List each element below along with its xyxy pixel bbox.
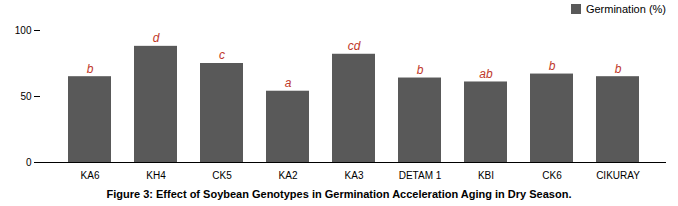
svg-text:b: b bbox=[615, 62, 622, 76]
svg-text:KA3: KA3 bbox=[345, 170, 364, 181]
svg-text:ab: ab bbox=[479, 67, 493, 81]
html-text:Germination (%): Germination (%) bbox=[585, 3, 666, 15]
svg-text:d: d bbox=[153, 31, 160, 45]
svg-text:DETAM 1: DETAM 1 bbox=[399, 170, 442, 181]
svg-text:CIKURAY: CIKURAY bbox=[596, 170, 640, 181]
svg-text:b: b bbox=[417, 63, 424, 77]
svg-text:a: a bbox=[285, 76, 292, 90]
svg-text:CK6: CK6 bbox=[542, 170, 562, 181]
svg-text:b: b bbox=[549, 59, 556, 73]
svg-text:100: 100 bbox=[15, 25, 32, 36]
svg-text:c: c bbox=[219, 48, 225, 62]
svg-text:50: 50 bbox=[20, 91, 32, 102]
svg-text:KBI: KBI bbox=[478, 170, 494, 181]
svg-text:KA2: KA2 bbox=[279, 170, 298, 181]
svg-text:cd: cd bbox=[348, 39, 361, 53]
svg-text:KH4: KH4 bbox=[146, 170, 166, 181]
svg-text:b: b bbox=[87, 62, 94, 76]
svg-text:KA6: KA6 bbox=[81, 170, 100, 181]
html-text:Figure 3: Effect of Soybean Ge: Figure 3: Effect of Soybean Genotypes in… bbox=[106, 188, 572, 200]
svg-text:CK5: CK5 bbox=[212, 170, 232, 181]
svg-text:0: 0 bbox=[26, 157, 32, 168]
